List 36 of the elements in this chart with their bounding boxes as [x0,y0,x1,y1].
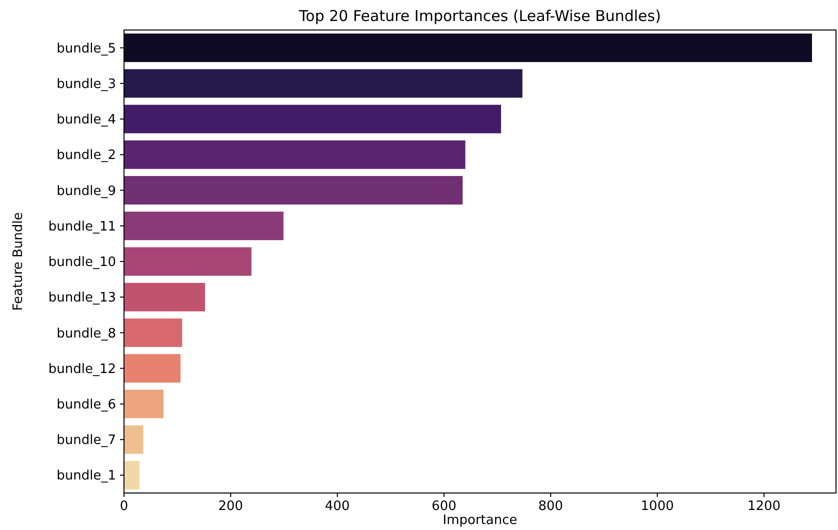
bar [124,34,812,62]
bar [124,354,181,383]
x-tick-label: 400 [324,499,350,514]
y-tick-label: bundle_11 [48,219,116,234]
y-tick-label: bundle_2 [56,148,116,164]
y-axis-title: Feature Bundle [11,212,26,311]
bar [124,247,252,276]
x-tick-label: 1000 [640,499,674,514]
x-tick-label: 200 [218,499,244,514]
x-tick-label: 800 [538,499,564,514]
y-tick-label: bundle_7 [56,433,116,448]
bar [124,425,144,454]
y-tick-label: bundle_12 [48,362,116,377]
x-tick-label: 0 [120,499,128,514]
bar [124,212,284,240]
bar [124,104,502,134]
bar [124,460,140,490]
chart-title: Top 20 Feature Importances (Leaf-Wise Bundles) [298,7,661,25]
y-tick-label: bundle_1 [56,468,116,484]
bar [124,69,522,98]
y-tick-label: bundle_5 [56,41,116,56]
y-tick-label: bundle_3 [56,76,116,92]
bar [124,282,206,312]
y-tick-label: bundle_13 [48,290,116,306]
x-axis-title: Importance [442,513,518,528]
y-tick-label: bundle_8 [56,326,116,342]
x-tick-label: 1200 [747,499,781,514]
bar [124,318,182,347]
x-tick-label: 600 [432,499,456,514]
y-tick-label: bundle_10 [48,255,116,270]
bar [124,140,466,169]
y-tick-label: bundle_6 [56,398,116,413]
bar [124,390,164,418]
y-tick-label: bundle_4 [56,112,116,128]
y-tick-label: bundle_9 [56,184,116,199]
bar [124,176,463,205]
